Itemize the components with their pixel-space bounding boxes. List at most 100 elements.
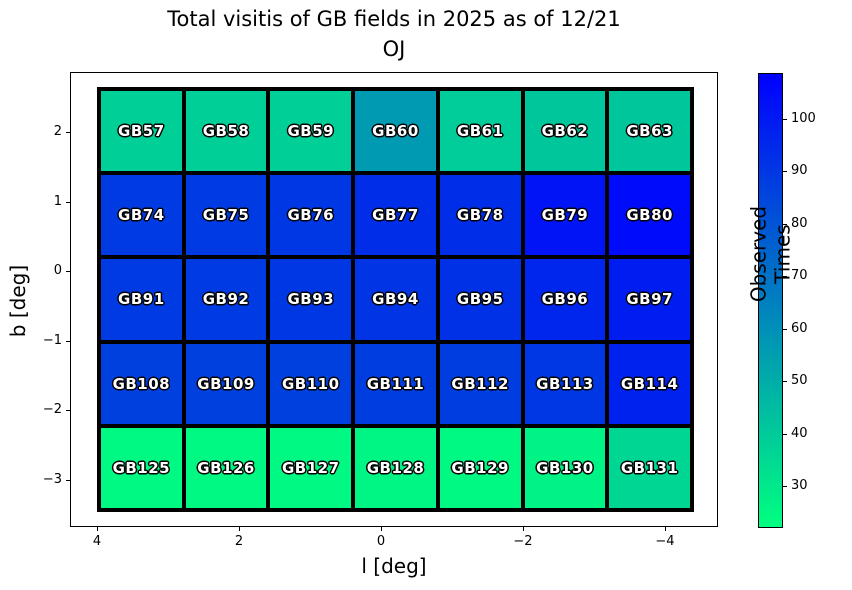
heatmap-cell: GB77 bbox=[355, 175, 436, 256]
heatmap-cell: GB60 bbox=[355, 91, 436, 172]
heatmap-cell: GB112 bbox=[439, 343, 521, 424]
y-tick-mark bbox=[66, 410, 70, 411]
heatmap-cell: GB110 bbox=[270, 343, 352, 424]
heatmap-cell-label: GB114 bbox=[620, 374, 679, 393]
colorbar-gradient bbox=[758, 73, 783, 528]
heatmap-cell: GB125 bbox=[101, 427, 182, 508]
heatmap-cell-label: GB60 bbox=[372, 122, 419, 141]
heatmap-cell: GB128 bbox=[355, 427, 436, 508]
heatmap-cell-label: GB76 bbox=[287, 206, 335, 225]
y-tick-label: 2 bbox=[53, 124, 62, 139]
x-tick-mark bbox=[239, 527, 240, 531]
heatmap-cell: GB79 bbox=[524, 175, 606, 256]
heatmap-cell-label: GB77 bbox=[372, 206, 419, 225]
heatmap-cell: GB130 bbox=[524, 427, 606, 508]
x-axis-label: l [deg] bbox=[361, 554, 427, 578]
colorbar-tick-mark bbox=[783, 118, 787, 120]
heatmap-cell: GB126 bbox=[185, 427, 267, 508]
colorbar-tick-mark bbox=[783, 276, 787, 278]
heatmap-cell: GB96 bbox=[524, 259, 606, 340]
colorbar-tick-mark bbox=[783, 433, 787, 435]
heatmap-cell: GB111 bbox=[355, 343, 436, 424]
heatmap-cell-label: GB92 bbox=[202, 290, 250, 309]
y-tick-mark bbox=[66, 271, 70, 272]
heatmap-cell: GB114 bbox=[609, 343, 690, 424]
colorbar-tick-mark bbox=[783, 486, 787, 488]
heatmap-cell-label: GB93 bbox=[287, 290, 335, 309]
heatmap-cell-label: GB78 bbox=[456, 206, 504, 225]
y-axis-label: b [deg] bbox=[6, 264, 30, 338]
heatmap-cell-label: GB75 bbox=[202, 206, 250, 225]
heatmap-cell-label: GB74 bbox=[118, 206, 165, 225]
heatmap-cell-label: GB94 bbox=[372, 290, 419, 309]
heatmap-cell-label: GB96 bbox=[541, 290, 589, 309]
colorbar-tick-mark bbox=[783, 381, 787, 383]
colorbar-tick-label: 60 bbox=[791, 320, 808, 336]
heatmap-cell: GB63 bbox=[609, 91, 690, 172]
heatmap-cell: GB109 bbox=[185, 343, 267, 424]
heatmap-cell-label: GB58 bbox=[202, 122, 250, 141]
y-tick-label: −2 bbox=[42, 402, 62, 417]
y-tick-mark bbox=[66, 201, 70, 203]
heatmap-cell-label: GB97 bbox=[626, 290, 673, 309]
colorbar-tick-label: 90 bbox=[791, 163, 808, 179]
heatmap-cell: GB57 bbox=[101, 91, 182, 172]
y-tick-mark bbox=[66, 132, 70, 133]
heatmap-cell-label: GB110 bbox=[282, 374, 340, 393]
heatmap-cell: GB91 bbox=[101, 259, 182, 340]
heatmap-cell-label: GB113 bbox=[536, 374, 594, 393]
colorbar-tick-label: 50 bbox=[791, 373, 808, 389]
y-tick-label: −1 bbox=[42, 332, 62, 348]
y-tick-label: 0 bbox=[53, 263, 62, 278]
y-tick-mark bbox=[66, 340, 70, 342]
heatmap-cell-label: GB62 bbox=[541, 122, 589, 141]
heatmap-cell-label: GB61 bbox=[456, 122, 504, 141]
colorbar-tick-mark bbox=[783, 171, 787, 173]
heatmap-cell: GB78 bbox=[439, 175, 521, 256]
heatmap-cell: GB129 bbox=[439, 427, 521, 508]
heatmap-cell: GB62 bbox=[524, 91, 606, 172]
heatmap-cell-label: GB57 bbox=[118, 122, 165, 141]
heatmap-cell: GB74 bbox=[101, 175, 182, 256]
heatmap-cell: GB58 bbox=[185, 91, 267, 172]
heatmap-cell-label: GB63 bbox=[626, 122, 673, 141]
colorbar-tick-label: 30 bbox=[791, 478, 808, 494]
heatmap-cell: GB97 bbox=[609, 259, 690, 340]
x-tick-label: 2 bbox=[234, 534, 244, 549]
x-tick-mark bbox=[97, 527, 98, 531]
heatmap-cell-label: GB127 bbox=[282, 458, 340, 477]
heatmap-cell: GB95 bbox=[439, 259, 521, 340]
heatmap-cell: GB131 bbox=[609, 427, 690, 508]
y-tick-label: 1 bbox=[53, 193, 62, 209]
heatmap-cell: GB59 bbox=[270, 91, 352, 172]
heatmap-cell-label: GB131 bbox=[620, 458, 679, 477]
heatmap-cell-label: GB59 bbox=[287, 122, 335, 141]
x-tick-mark bbox=[523, 527, 524, 531]
heatmap-cell-label: GB95 bbox=[456, 290, 504, 309]
heatmap-cell: GB76 bbox=[270, 175, 352, 256]
heatmap-cell-label: GB109 bbox=[197, 374, 255, 393]
colorbar-tick-mark bbox=[783, 223, 787, 225]
heatmap-cell: GB80 bbox=[609, 175, 690, 256]
colorbar-tick-label: 100 bbox=[791, 110, 816, 126]
heatmap-cell-label: GB91 bbox=[118, 290, 165, 309]
heatmap-cell: GB94 bbox=[355, 259, 436, 340]
colorbar-label: Observed Times bbox=[746, 205, 795, 303]
heatmap-cell: GB92 bbox=[185, 259, 267, 340]
y-tick-mark bbox=[66, 479, 70, 481]
heatmap-cell-label: GB80 bbox=[626, 206, 673, 225]
heatmap-cell-label: GB79 bbox=[541, 206, 589, 225]
heatmap-cell: GB75 bbox=[185, 175, 267, 256]
heatmap-cell-label: GB129 bbox=[451, 458, 509, 477]
x-tick-mark bbox=[381, 527, 382, 531]
chart-title: Total visitis of GB fields in 2025 as of… bbox=[167, 7, 621, 31]
heatmap-cell: GB113 bbox=[524, 343, 606, 424]
heatmap-grid: GB57 GB58 GB59 GB60 GB61 GB62 GB63 GB74 GB75 GB76… bbox=[97, 87, 694, 512]
chart-subtitle: OJ bbox=[382, 37, 406, 61]
x-tick-label: −2 bbox=[513, 534, 533, 549]
heatmap-cell: GB108 bbox=[101, 343, 182, 424]
heatmap-cell-label: GB130 bbox=[536, 458, 594, 477]
heatmap-cell-label: GB111 bbox=[366, 374, 425, 393]
heatmap-cell-label: GB125 bbox=[112, 458, 171, 477]
